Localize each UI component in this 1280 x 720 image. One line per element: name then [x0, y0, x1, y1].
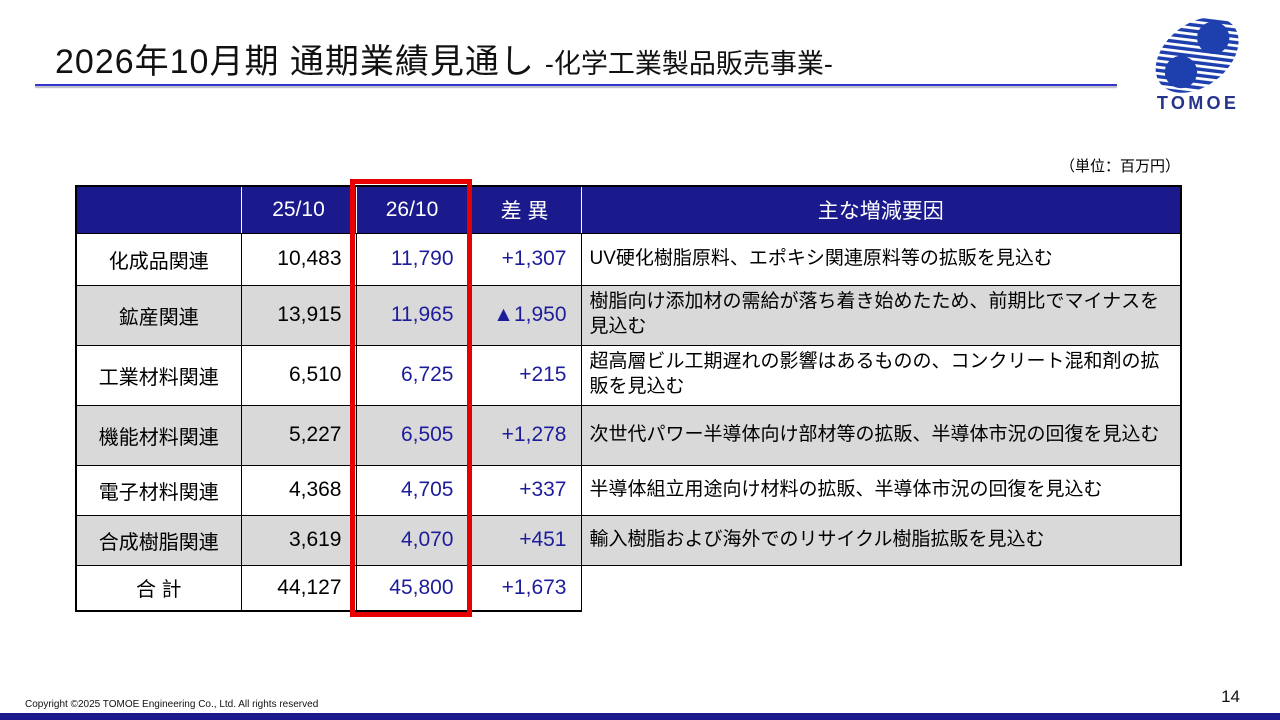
- row-label: 機能材料関連: [75, 405, 242, 466]
- forecast-table: 25/10 26/10 差 異 主な増減要因 化成品関連 10,483 11,7…: [75, 185, 1182, 612]
- value-25-10: 4,368: [241, 465, 357, 516]
- value-25-10: 10,483: [241, 233, 357, 286]
- copyright-text: Copyright ©2025 TOMOE Engineering Co., L…: [25, 699, 319, 710]
- header-25-10: 25/10: [241, 185, 357, 234]
- table-row: 化成品関連 10,483 11,790 +1,307 UV硬化樹脂原料、エポキシ…: [75, 233, 1182, 286]
- value-26-10: 11,965: [356, 285, 469, 346]
- header-segment: [75, 185, 242, 234]
- unit-note: （単位：百万円）: [1059, 158, 1180, 175]
- row-label: 合 計: [75, 565, 242, 612]
- value-25-10: 3,619: [241, 515, 357, 566]
- reason-text: [581, 565, 1181, 611]
- value-26-10: 6,505: [356, 405, 469, 466]
- title-sub: -化学工業製品販売事業-: [544, 49, 833, 79]
- reason-text: 樹脂向け添加材の需給が落ち着き始めたため、前期比でマイナスを見込む: [581, 285, 1182, 346]
- table-total-row: 合 計 44,127 45,800 +1,673: [75, 565, 1181, 612]
- value-diff: +451: [468, 515, 582, 566]
- page-number: 14: [1221, 687, 1240, 706]
- row-label: 鉱産関連: [75, 285, 242, 346]
- row-label: 合成樹脂関連: [75, 515, 242, 566]
- row-label: 電子材料関連: [75, 465, 242, 516]
- footer-bar: [0, 713, 1280, 720]
- value-diff: +215: [468, 345, 582, 406]
- header-26-10: 26/10: [356, 185, 469, 234]
- value-26-10: 4,070: [356, 515, 469, 566]
- reason-text: 輸入樹脂および海外でのリサイクル樹脂拡販を見込む: [581, 515, 1182, 566]
- value-diff: ▲1,950: [468, 285, 582, 346]
- reason-text: 超高層ビル工期遅れの影響はあるものの、コンクリート混和剤の拡販を見込む: [581, 345, 1182, 406]
- value-25-10: 44,127: [241, 565, 357, 612]
- tomoe-mark: [1155, 17, 1239, 93]
- table-header-row: 25/10 26/10 差 異 主な増減要因: [75, 185, 1182, 234]
- value-26-10: 11,790: [356, 233, 469, 286]
- reason-text: UV硬化樹脂原料、エポキシ関連原料等の拡販を見込む: [581, 233, 1182, 286]
- value-26-10: 4,705: [356, 465, 469, 516]
- tomoe-logo-text: TOMOE: [1157, 93, 1239, 113]
- value-25-10: 6,510: [241, 345, 357, 406]
- table-row: 機能材料関連 5,227 6,505 +1,278 次世代パワー半導体向け部材等…: [75, 405, 1182, 466]
- value-diff: +1,673: [468, 565, 582, 612]
- row-label: 工業材料関連: [75, 345, 242, 406]
- value-25-10: 5,227: [241, 405, 357, 466]
- page-title: 2026年10月期 通期業績見通し -化学工業製品販売事業-: [55, 34, 833, 83]
- table-row: 合成樹脂関連 3,619 4,070 +451 輸入樹脂および海外でのリサイクル…: [75, 515, 1182, 566]
- value-25-10: 13,915: [241, 285, 357, 346]
- title-main: 2026年10月期 通期業績見通し: [55, 43, 535, 81]
- reason-text: 半導体組立用途向け材料の拡販、半導体市況の回復を見込む: [581, 465, 1182, 516]
- value-diff: +1,278: [468, 405, 582, 466]
- table-row: 電子材料関連 4,368 4,705 +337 半導体組立用途向け材料の拡販、半…: [75, 465, 1182, 516]
- header-main-factors: 主な増減要因: [581, 185, 1182, 234]
- value-diff: +1,307: [468, 233, 582, 286]
- value-26-10: 6,725: [356, 345, 469, 406]
- row-label: 化成品関連: [75, 233, 242, 286]
- value-diff: +337: [468, 465, 582, 516]
- table-row: 工業材料関連 6,510 6,725 +215 超高層ビル工期遅れの影響はあるも…: [75, 345, 1182, 406]
- table-row: 鉱産関連 13,915 11,965 ▲1,950 樹脂向け添加材の需給が落ち着…: [75, 285, 1182, 346]
- reason-text: 次世代パワー半導体向け部材等の拡販、半導体市況の回復を見込む: [581, 405, 1182, 466]
- tomoe-logo-icon: TOMOE: [1155, 17, 1239, 113]
- header-diff: 差 異: [468, 185, 582, 234]
- value-26-10: 45,800: [356, 565, 469, 612]
- title-underline: [35, 84, 1117, 86]
